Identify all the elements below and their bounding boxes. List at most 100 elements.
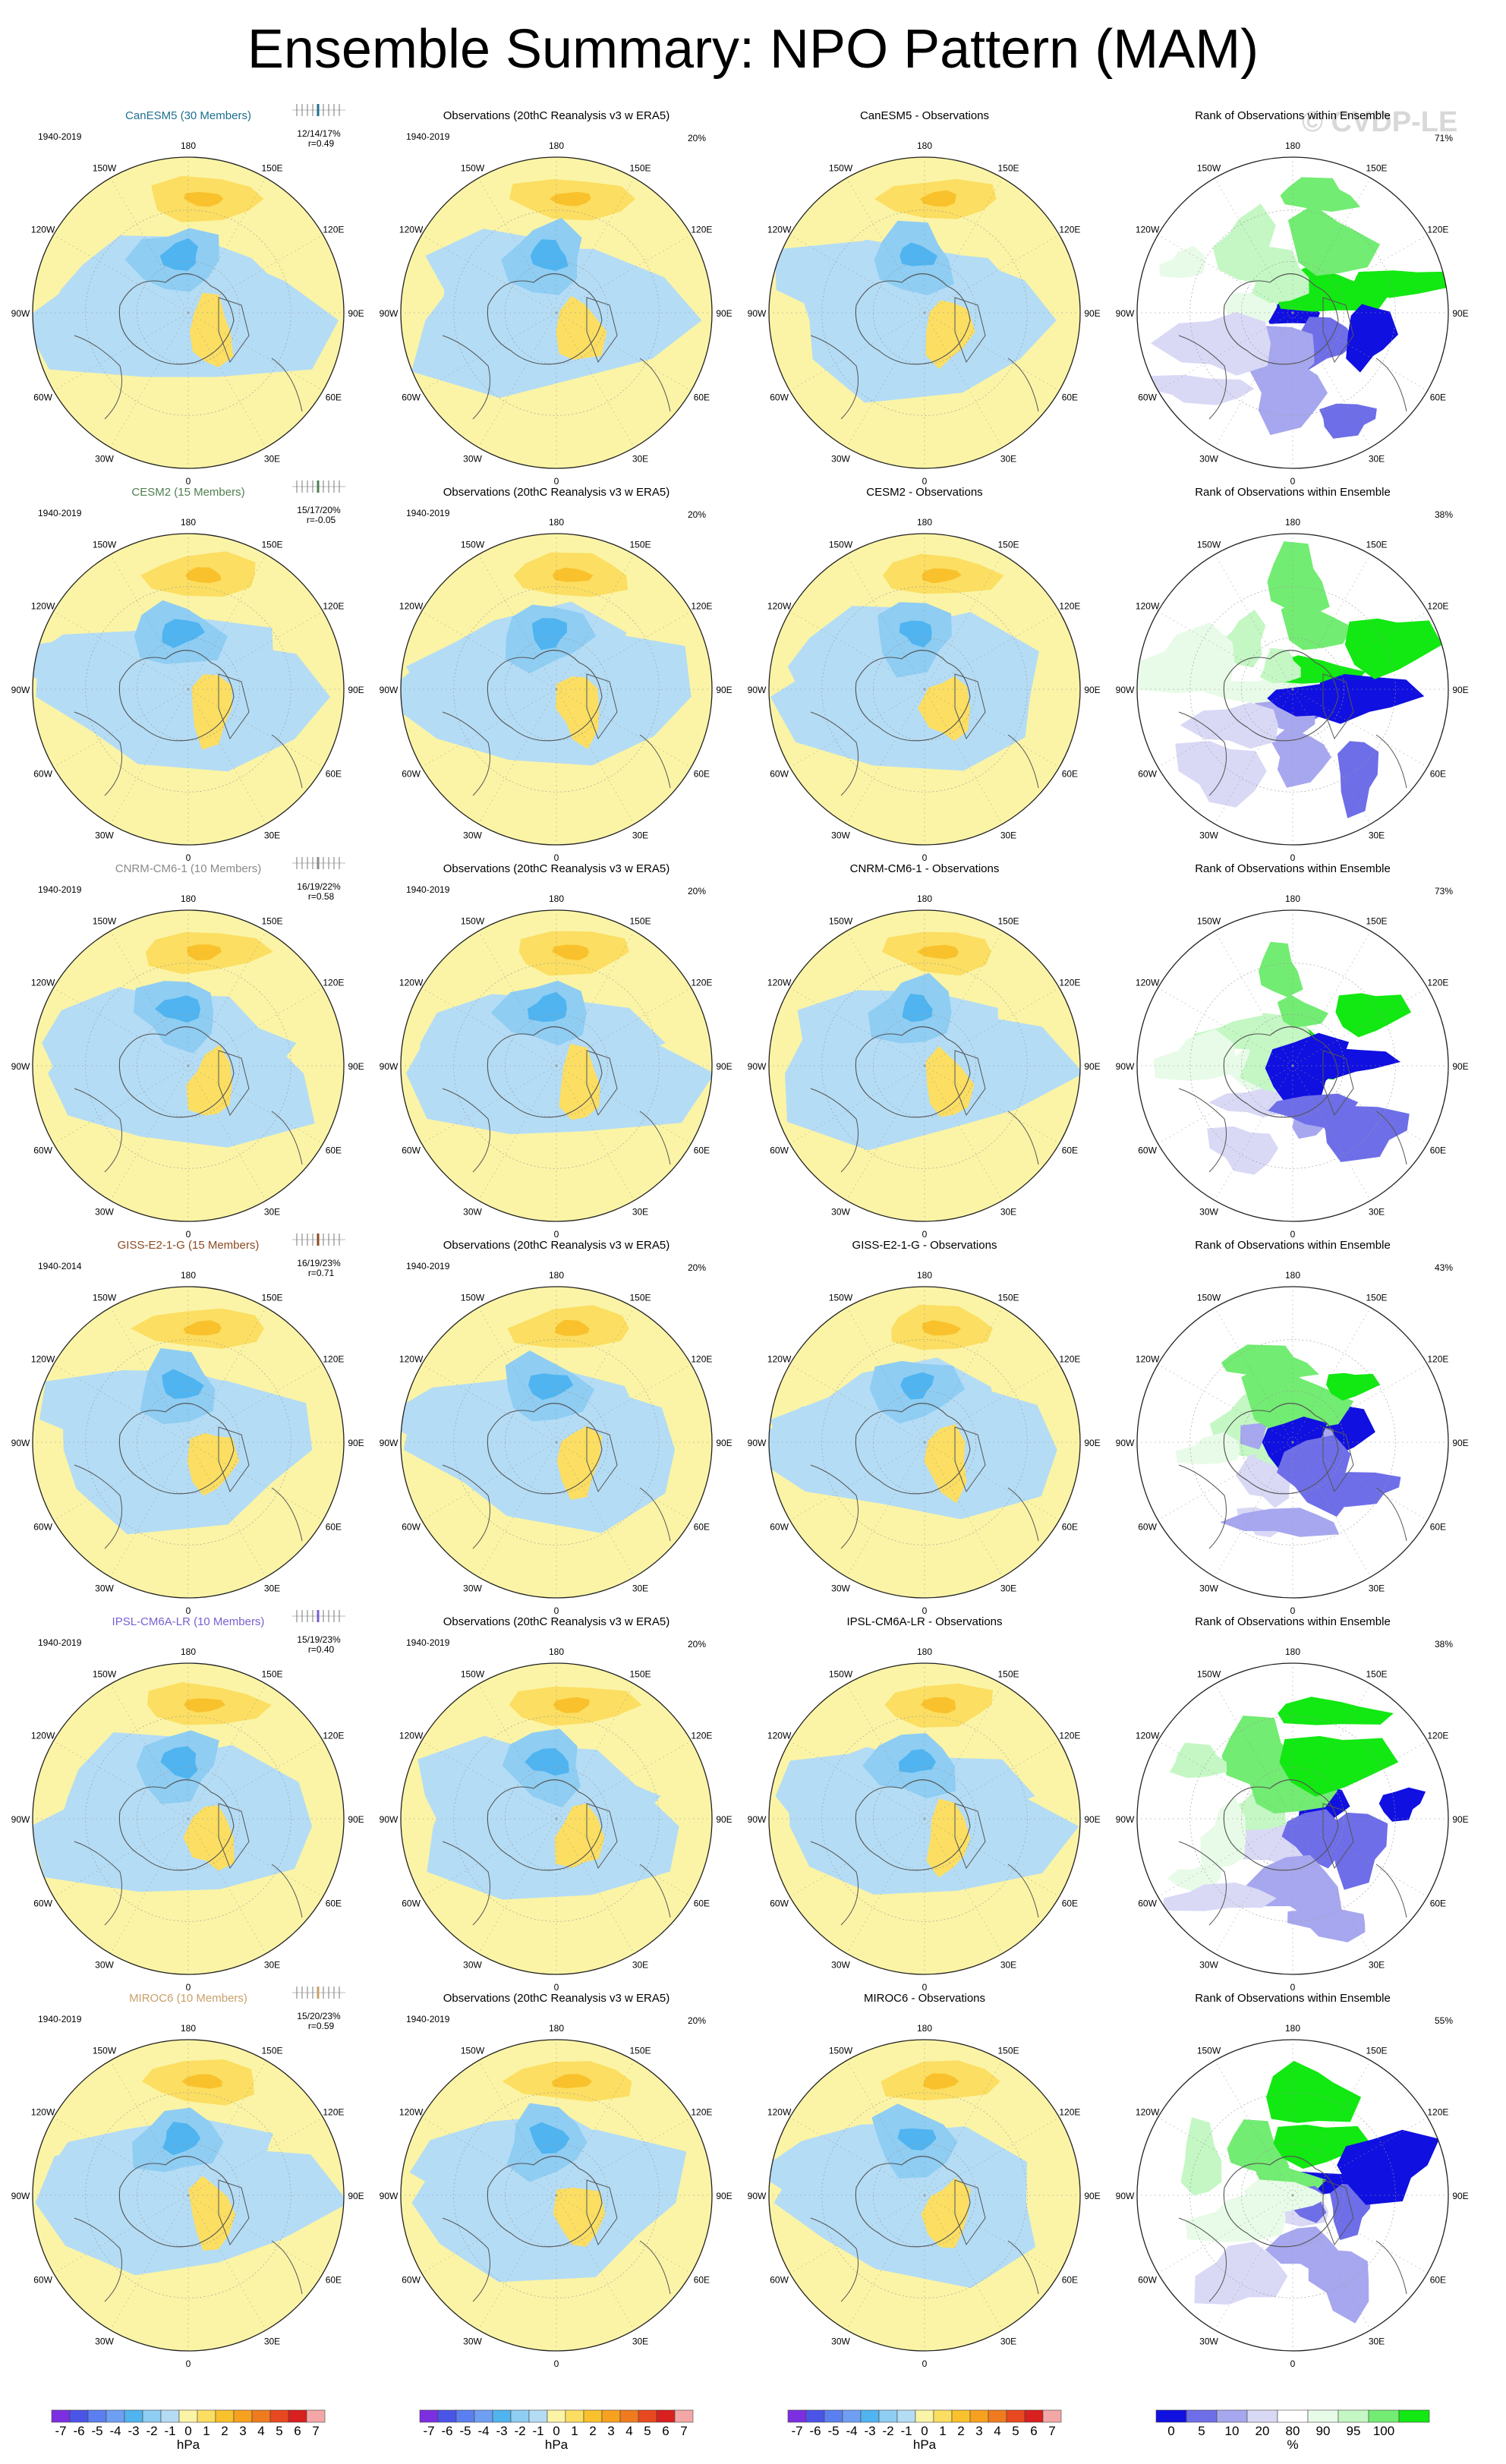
rank-cell-cluster — [1346, 304, 1398, 373]
longitude-label: 150E — [261, 540, 282, 550]
meridian-line — [53, 2117, 189, 2196]
longitude-label: 30W — [463, 1959, 482, 1970]
coastline — [810, 1464, 859, 1549]
parallel-line — [821, 963, 1028, 1169]
positive-anomaly-contour — [918, 676, 970, 742]
colorbar-tick-label: 3 — [975, 2424, 982, 2438]
longitude-label: 90E — [716, 1061, 732, 1072]
longitude-label: 150E — [1366, 1669, 1387, 1680]
longitude-label: 180 — [181, 2023, 196, 2034]
longitude-label: 60W — [1138, 2275, 1157, 2286]
map-panel: 180 150E 120E 90E 60E 30E 0 30W 60W 90W 120W 150W Ra… — [1116, 1992, 1469, 2369]
period-label: 1940-2019 — [38, 2014, 82, 2024]
meridian-line — [53, 2195, 189, 2273]
rank-cell-cluster — [1200, 1796, 1246, 1868]
meridian-line — [1292, 688, 1428, 767]
colorbar-tick-label: 2 — [589, 2424, 596, 2438]
meridian-line — [924, 2195, 1003, 2330]
longitude-label: 30W — [1199, 453, 1218, 464]
longitude-label: 90E — [716, 685, 732, 695]
ensemble-stats-label: 16/19/22% — [297, 881, 341, 892]
longitude-label: 120W — [399, 1731, 424, 1741]
map-boundary — [768, 533, 1081, 846]
coastline — [1178, 335, 1227, 420]
longitude-label: 120W — [1136, 225, 1160, 235]
longitude-label: 120E — [1059, 601, 1080, 612]
longitude-label: 150W — [93, 2046, 117, 2056]
map-panel: 180 150E 120E 90E 60E 30E 0 30W 60W 90W 120W 150W CN… — [748, 862, 1101, 1240]
coastline — [442, 2217, 490, 2302]
coastline — [1223, 1779, 1339, 1871]
colorbar-swatch — [178, 2409, 198, 2423]
longitude-label: 30W — [1199, 1959, 1218, 1970]
longitude-label: 30E — [1000, 453, 1016, 464]
longitude-label: 90W — [748, 685, 767, 695]
longitude-label: 60E — [694, 1898, 710, 1909]
meridian-line — [187, 1818, 323, 1897]
meridian-line — [924, 1818, 1003, 1954]
meridian-line — [1292, 312, 1371, 448]
longitude-label: 60E — [326, 1145, 342, 1156]
coastline — [271, 2240, 303, 2295]
longitude-label: 120E — [1059, 2107, 1080, 2118]
longitude-label: 180 — [917, 1646, 932, 1657]
positive-anomaly-contour — [926, 1798, 971, 1878]
longitude-label: 150E — [629, 1669, 651, 1680]
difference-title: IPSL-CM6A-LR - Observations — [846, 1615, 1002, 1628]
rank-percent-label: 38% — [1435, 1639, 1453, 1649]
rank-cell-cluster — [1259, 648, 1301, 684]
colorbar-tick-label: -7 — [423, 2424, 434, 2438]
period-label: 1940-2014 — [38, 1261, 82, 1271]
rank-cell-cluster — [1180, 2117, 1222, 2196]
longitude-label: 60E — [1062, 2275, 1078, 2286]
coastline — [487, 650, 603, 742]
model-title: GISS-E2-1-G (15 Members) — [118, 1239, 260, 1252]
longitude-label: 60W — [33, 392, 52, 403]
pattern-field — [769, 534, 1080, 845]
parallel-line — [453, 1716, 660, 1922]
longitude-label: 90W — [748, 1061, 767, 1072]
meridian-line — [1158, 1065, 1293, 1144]
rank-percent-label: 73% — [1435, 886, 1453, 896]
longitude-label: 180 — [1285, 2023, 1300, 2034]
rank-cell-cluster — [1278, 1697, 1394, 1725]
longitude-label: 30E — [1369, 453, 1385, 464]
coastline — [855, 1779, 971, 1871]
map-boundary — [768, 1662, 1081, 1975]
meridian-line — [1215, 1818, 1293, 1954]
meridian-line — [187, 1818, 266, 1954]
parallel-line — [85, 586, 291, 792]
meridian-line — [1215, 178, 1293, 314]
coastline — [218, 297, 250, 364]
meridian-line — [478, 688, 557, 824]
rank-title: Rank of Observations within Ensemble — [1195, 1615, 1391, 1628]
colorbar-swatch — [1042, 2409, 1062, 2423]
longitude-label: 90W — [748, 2191, 767, 2201]
meridian-line — [187, 1684, 266, 1820]
longitude-label: 90E — [348, 2191, 364, 2201]
longitude-label: 150E — [1366, 163, 1387, 174]
longitude-label: 60E — [1062, 1145, 1078, 1156]
colorbar-tick-label: 0 — [921, 2424, 928, 2438]
colorbar-tick-label: -1 — [164, 2424, 175, 2438]
rank-cell-cluster — [1277, 994, 1329, 1028]
meridian-line — [556, 1442, 635, 1577]
map-boundary — [1136, 533, 1449, 846]
meridian-line — [421, 2117, 557, 2196]
coastline — [586, 1426, 618, 1493]
parallel-line — [821, 1339, 1028, 1546]
meridian-line — [556, 1065, 635, 1201]
longitude-label: 30E — [1000, 1959, 1016, 1970]
colorbar: -7 -6 -5 -4 -3 -2 -1 0 1 2 3 4 5 6 7 hPa — [419, 2409, 694, 2452]
longitude-label: 150W — [93, 916, 117, 927]
rank-percent-label: 71% — [1435, 133, 1453, 143]
colorbar-tick-label: 3 — [239, 2424, 246, 2438]
pattern-correlation-label: r=0.71 — [308, 1268, 335, 1278]
meridian-line — [187, 312, 323, 391]
colorbar-tick-label: 0 — [553, 2424, 559, 2438]
rank-cell-cluster — [1319, 403, 1377, 439]
colorbar-swatch — [288, 2409, 307, 2423]
longitude-label: 30E — [1000, 1206, 1016, 1217]
rank-cell-cluster — [1281, 1809, 1343, 1869]
